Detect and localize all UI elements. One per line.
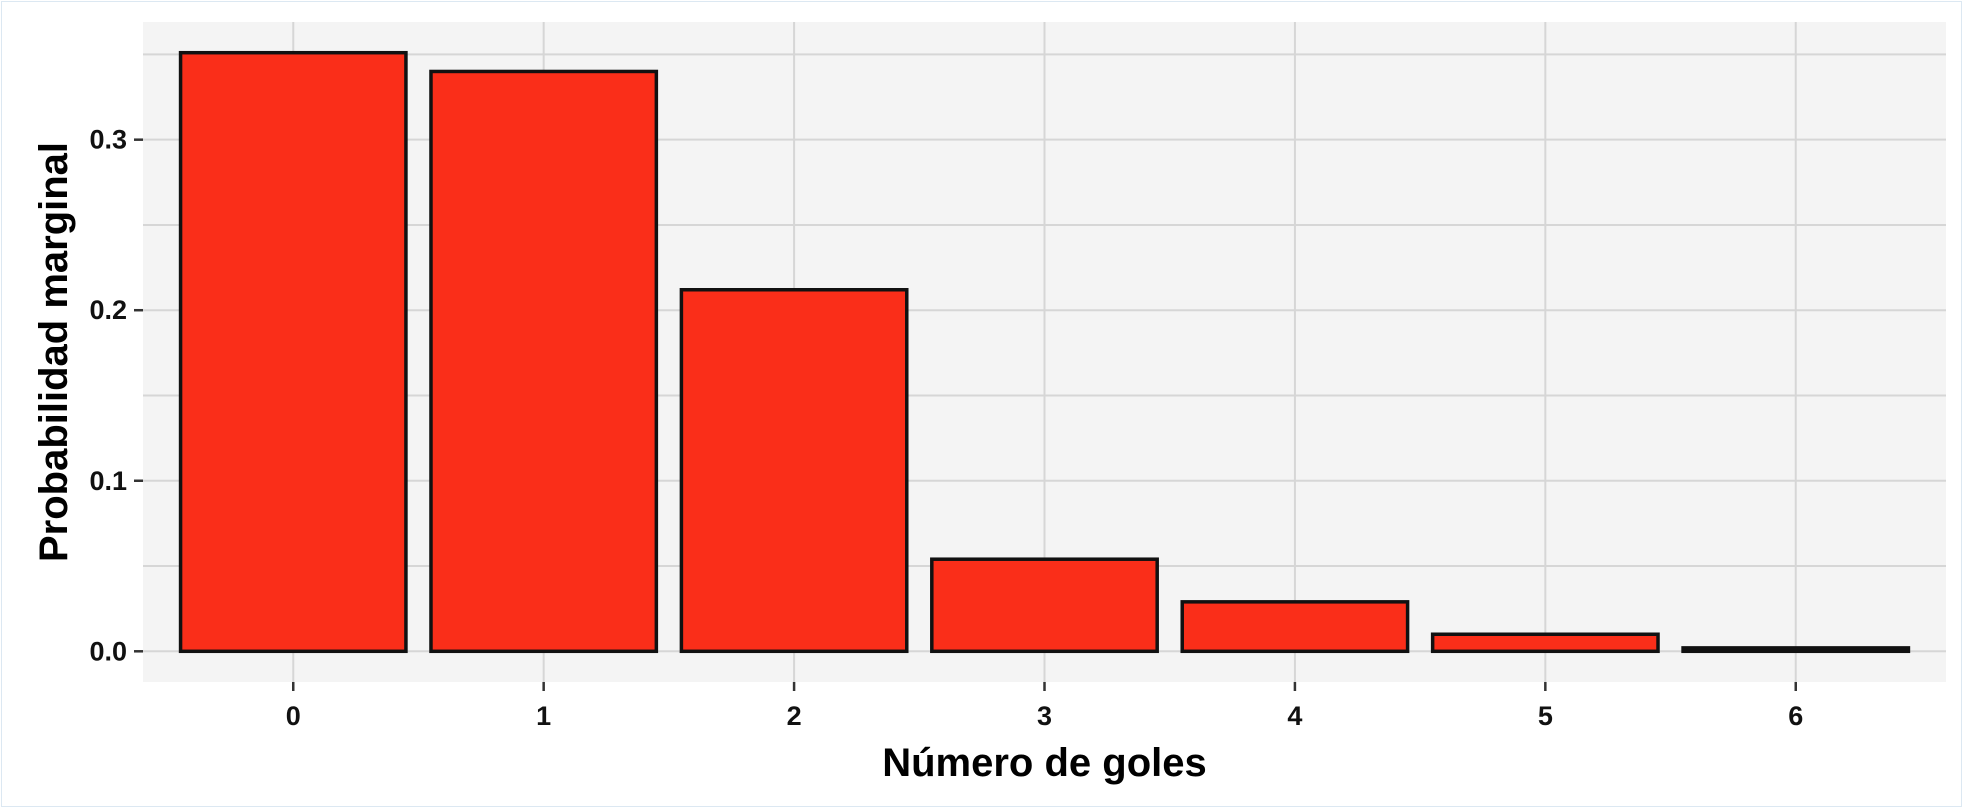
bar-2	[679, 288, 909, 654]
x-tick-label: 5	[1538, 701, 1553, 731]
x-tick-label: 2	[787, 701, 802, 731]
y-axis-title: Probabilidad marginal	[32, 142, 76, 562]
y-axis: 0.0 0.1 0.2 0.3	[89, 125, 143, 666]
bar-1	[429, 69, 659, 654]
x-tick-label: 1	[536, 701, 551, 731]
bar-6	[1681, 646, 1911, 654]
x-tick-label: 6	[1788, 701, 1803, 731]
x-axis: 0 1 2 3 4 5 6	[286, 682, 1803, 731]
x-tick-label: 4	[1287, 701, 1302, 731]
y-tick-label: 0.3	[89, 125, 127, 155]
bar-4	[1180, 600, 1410, 654]
y-tick-label: 0.1	[89, 466, 127, 496]
y-tick-label: 0.0	[89, 636, 127, 666]
x-axis-title: Número de goles	[882, 741, 1207, 785]
x-tick-label: 3	[1037, 701, 1052, 731]
bar-0	[178, 50, 408, 654]
x-tick-label: 0	[286, 701, 301, 731]
bars	[178, 50, 1911, 654]
y-tick-label: 0.2	[89, 295, 127, 325]
bar-3	[930, 557, 1159, 654]
bar-5	[1430, 632, 1660, 654]
